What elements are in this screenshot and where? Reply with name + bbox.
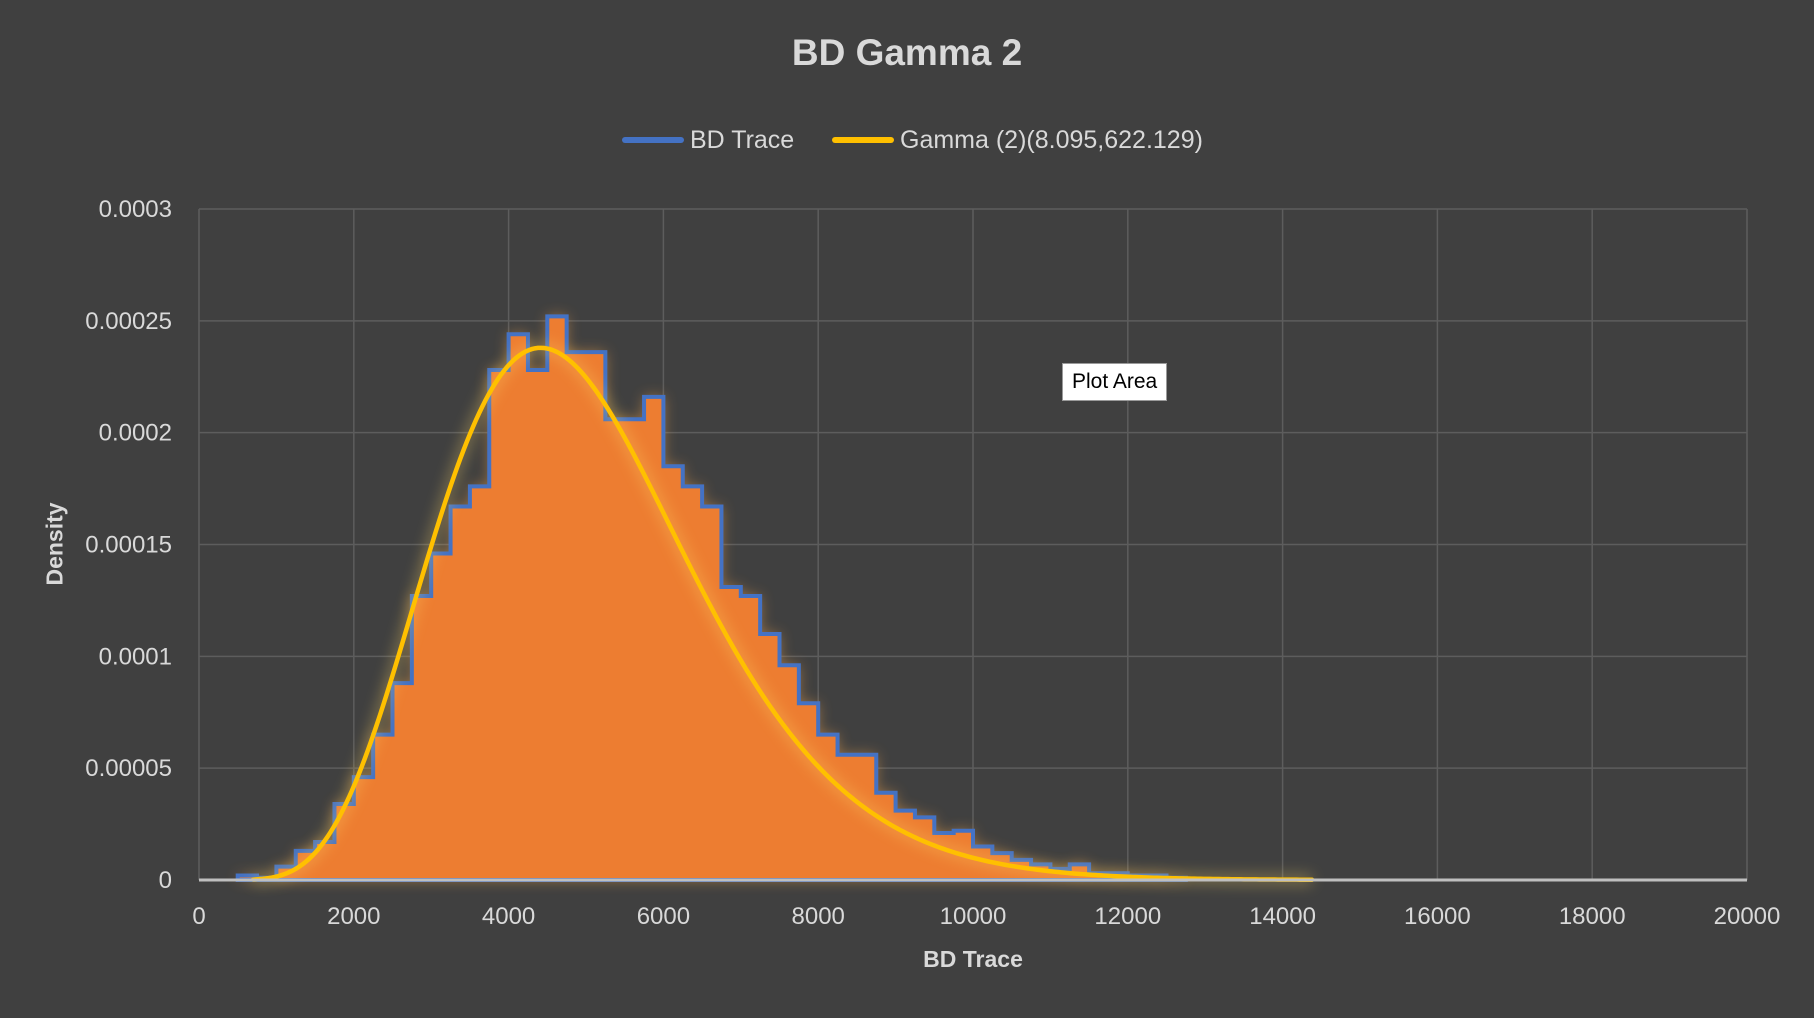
y-tick-label: 0.00015 bbox=[85, 532, 172, 559]
histogram-bar bbox=[373, 735, 392, 880]
histogram-bar bbox=[702, 506, 721, 880]
legend-label-gamma: Gamma (2)(8.095,622.129) bbox=[900, 125, 1203, 154]
histogram-bar bbox=[509, 334, 528, 880]
histogram-bar bbox=[818, 735, 837, 880]
histogram-bar bbox=[547, 316, 566, 880]
gamma-curve-line bbox=[250, 345, 1315, 882]
histogram-bar bbox=[567, 352, 586, 880]
gridlines bbox=[198, 208, 1748, 881]
x-tick-label: 16000 bbox=[1404, 903, 1471, 930]
x-tick-label: 14000 bbox=[1249, 903, 1316, 930]
axes: 0 0.00005 0.0001 0.00015 0.0002 0.00025 0.0003… bbox=[85, 196, 1780, 930]
histogram-bar bbox=[489, 370, 508, 880]
histogram-bar bbox=[760, 634, 779, 880]
histogram-bar bbox=[470, 486, 489, 880]
x-tick-label: 4000 bbox=[482, 903, 535, 930]
legend-item-gamma[interactable]: Gamma (2)(8.095,622.129) bbox=[832, 122, 1203, 158]
x-tick-label: 2000 bbox=[327, 903, 380, 930]
x-tick-label: 6000 bbox=[637, 903, 690, 930]
histogram-bar bbox=[780, 665, 799, 880]
histogram-bar bbox=[605, 419, 624, 880]
y-axis-title: Density bbox=[41, 502, 68, 586]
histogram-bar bbox=[354, 777, 373, 880]
histogram-bar bbox=[528, 370, 547, 880]
x-tick-label: 12000 bbox=[1094, 903, 1161, 930]
x-tick-label: 20000 bbox=[1714, 903, 1781, 930]
legend-item-bd-trace[interactable]: BD Trace bbox=[622, 122, 794, 158]
histogram-bar bbox=[431, 553, 450, 880]
y-tick-label: 0 bbox=[159, 867, 172, 894]
chart-title: BD Gamma 2 bbox=[791, 32, 1023, 73]
histogram-bar bbox=[838, 755, 857, 880]
histogram-bar bbox=[896, 811, 915, 880]
x-tick-label: 10000 bbox=[940, 903, 1007, 930]
histogram-bar bbox=[393, 683, 412, 880]
histogram-bar bbox=[683, 486, 702, 880]
histogram-bar bbox=[799, 703, 818, 880]
histogram-bar bbox=[586, 352, 605, 880]
y-tick-label: 0.00005 bbox=[85, 755, 172, 782]
x-tick-label: 8000 bbox=[792, 903, 845, 930]
histogram-bar bbox=[451, 506, 470, 880]
histogram-bar bbox=[625, 419, 644, 880]
histogram-bar bbox=[741, 596, 760, 880]
y-tick-label: 0.00025 bbox=[85, 308, 172, 335]
x-tick-label: 18000 bbox=[1559, 903, 1626, 930]
y-tick-label: 0.0002 bbox=[99, 420, 172, 447]
histogram-bar bbox=[876, 793, 895, 880]
plot-area-tooltip: Plot Area bbox=[1062, 363, 1168, 401]
histogram-bar bbox=[412, 596, 431, 880]
gamma-curve-series bbox=[250, 342, 1315, 885]
y-tick-label: 0.0001 bbox=[99, 643, 172, 670]
y-tick-label: 0.0003 bbox=[99, 196, 172, 223]
legend-swatch-gamma bbox=[832, 137, 894, 143]
legend-swatch-bd-trace bbox=[622, 137, 684, 143]
x-tick-label: 0 bbox=[192, 903, 205, 930]
legend-label-bd-trace: BD Trace bbox=[690, 125, 795, 154]
